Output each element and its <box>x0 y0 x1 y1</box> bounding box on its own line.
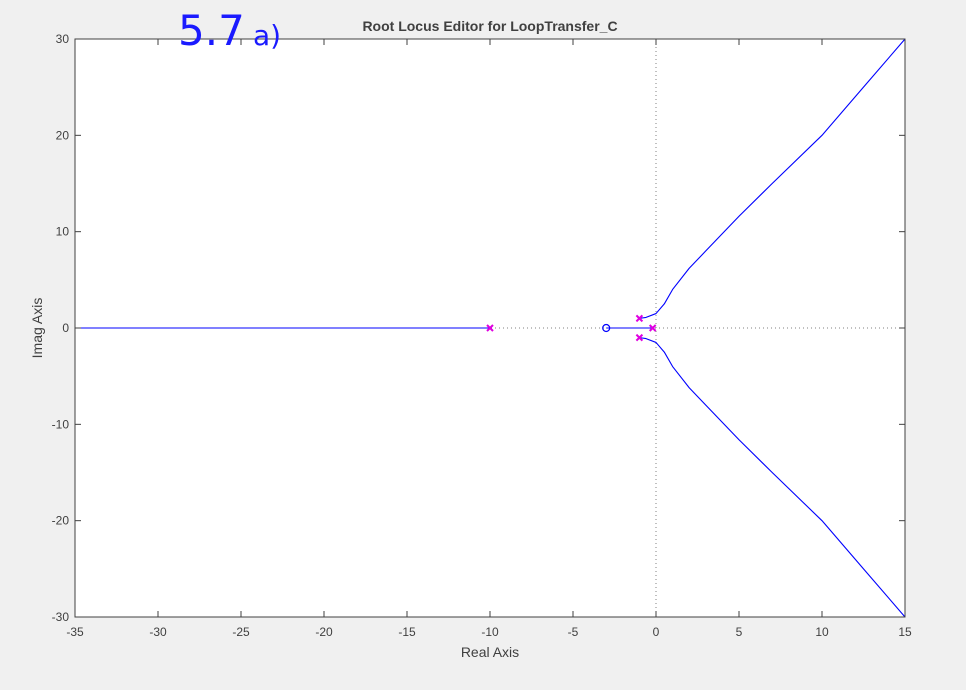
locus-branch-4 <box>639 337 906 618</box>
y-tick-label: -20 <box>52 514 70 528</box>
x-tick-label: -15 <box>398 625 416 639</box>
zero-marker-1[interactable] <box>602 323 611 333</box>
chart-title: Root Locus Editor for LoopTransfer_C <box>362 18 617 34</box>
x-tick-label: -25 <box>232 625 250 639</box>
pole-marker-2[interactable] <box>635 333 644 342</box>
x-tick-label: -5 <box>568 625 579 639</box>
x-tick-label: 5 <box>736 625 743 639</box>
pole-marker-3[interactable] <box>486 324 494 332</box>
pole-marker-4[interactable] <box>648 324 657 332</box>
x-tick-label: -30 <box>149 625 167 639</box>
y-tick-label: 10 <box>56 225 70 239</box>
locus-branch-3 <box>639 38 906 319</box>
locus-branches <box>75 38 906 618</box>
y-tick-label: 30 <box>56 32 70 46</box>
pole-marker-1[interactable] <box>635 314 644 323</box>
x-tick-label: -35 <box>66 625 84 639</box>
origin-dotted-lines <box>75 39 905 617</box>
handwritten-annotation-part: a) <box>253 19 281 52</box>
x-axis-label: Real Axis <box>461 644 519 660</box>
axis-ticks: -35 -30 -25 -20 -15 -10 -5 0 5 10 15-30-20-1001020… <box>52 32 912 639</box>
pole-zero-markers <box>486 314 657 342</box>
x-tick-label: -10 <box>481 625 499 639</box>
y-tick-label: -10 <box>52 417 70 431</box>
x-tick-label: 15 <box>898 625 912 639</box>
y-axis-label: Imag Axis <box>29 298 45 359</box>
y-tick-label: 20 <box>56 128 70 142</box>
y-tick-label: -30 <box>52 610 70 624</box>
y-tick-label: 0 <box>62 321 69 335</box>
x-tick-label: 10 <box>815 625 829 639</box>
x-tick-label: -20 <box>315 625 333 639</box>
handwritten-annotation-number: 5.7 <box>178 6 245 55</box>
x-tick-label: 0 <box>653 625 660 639</box>
